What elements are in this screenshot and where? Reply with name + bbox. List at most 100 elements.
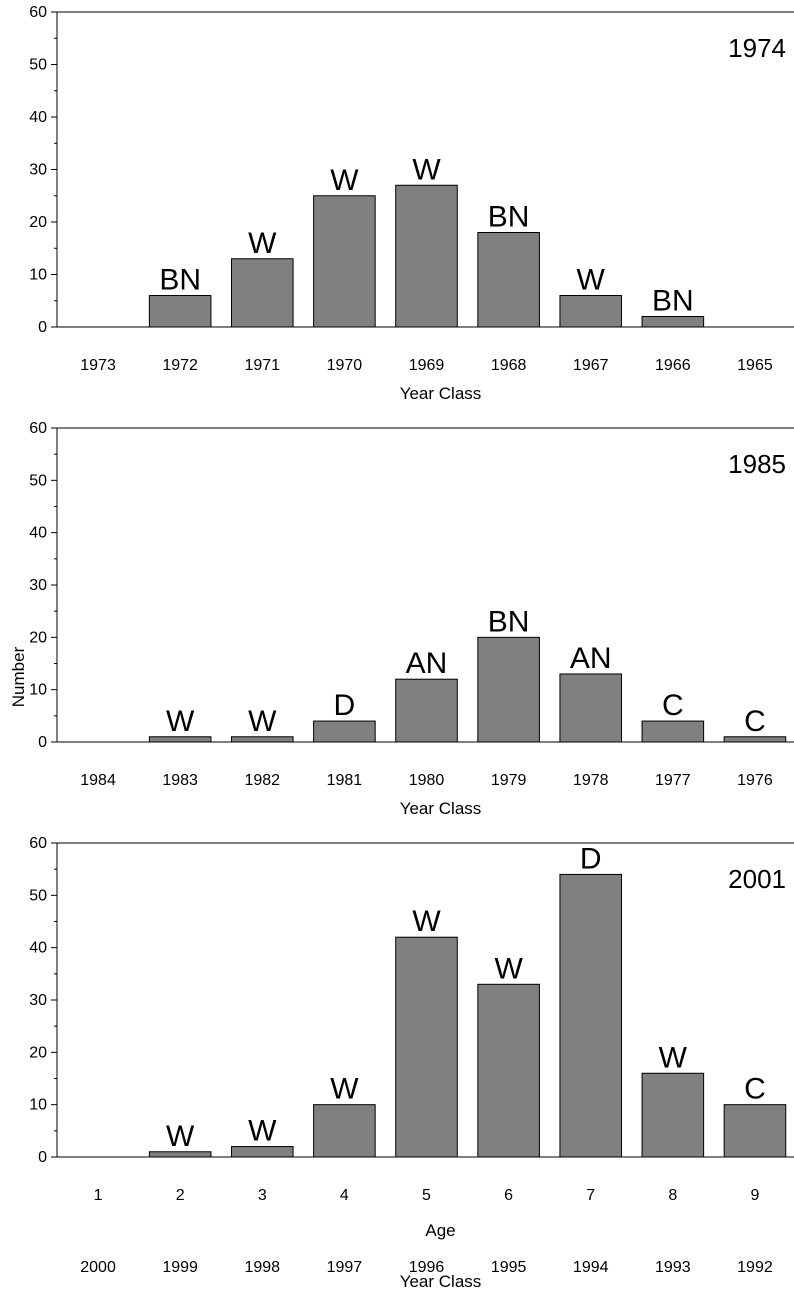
x-tick-label-year-class: 1992 xyxy=(737,1259,773,1276)
bar-label: W xyxy=(166,705,195,738)
x-tick-label: 1970 xyxy=(327,357,363,374)
bar xyxy=(313,720,376,743)
y-tick-label: 50 xyxy=(29,57,47,74)
y-tick-label: 10 xyxy=(29,1097,47,1114)
bar xyxy=(723,1104,787,1158)
x-axis-title: Year Class xyxy=(400,384,482,403)
x-tick-label: 1982 xyxy=(244,772,280,789)
y-tick-label: 40 xyxy=(29,940,47,957)
bar-label: W xyxy=(166,1120,195,1153)
bar xyxy=(641,316,705,328)
bar-label: W xyxy=(248,227,277,260)
x-tick-label: 2 xyxy=(176,1187,185,1204)
bar-label: W xyxy=(330,1073,359,1106)
y-tick-label: 50 xyxy=(29,472,47,489)
y-tick-label: 10 xyxy=(29,267,47,284)
bar xyxy=(477,232,540,328)
x-tick-label: 9 xyxy=(750,1187,759,1204)
y-tick-label: 20 xyxy=(29,629,47,646)
x-tick-label: 8 xyxy=(668,1187,677,1204)
bar xyxy=(723,736,787,743)
x-tick-label: 1973 xyxy=(80,357,116,374)
bar-label: W xyxy=(248,705,277,738)
y-tick-label: 20 xyxy=(29,214,47,231)
bar-label: BN xyxy=(488,201,530,234)
x-tick-label: 1971 xyxy=(244,357,280,374)
bar xyxy=(395,678,458,743)
bar-label: AN xyxy=(406,647,448,680)
y-tick-label: 0 xyxy=(38,1149,47,1166)
x-tick-label-year-class: 1995 xyxy=(491,1259,527,1276)
panel-year-label: 1974 xyxy=(728,33,786,63)
panel-year-label: 1985 xyxy=(728,449,786,479)
bar xyxy=(477,983,540,1158)
x-tick-label-year-class: 1993 xyxy=(655,1259,691,1276)
bar-label: BN xyxy=(652,285,694,318)
x-tick-label: 1969 xyxy=(409,357,445,374)
x-tick-label: 1972 xyxy=(162,357,198,374)
y-tick-label: 0 xyxy=(38,734,47,751)
panel-year-label: 2001 xyxy=(728,864,786,894)
bar xyxy=(148,1151,212,1158)
bar xyxy=(148,295,212,328)
x-axis-title: Year Class xyxy=(400,799,482,818)
bar xyxy=(641,720,705,743)
x-tick-label: 1981 xyxy=(327,772,363,789)
x-tick-label: 1967 xyxy=(573,357,609,374)
bar xyxy=(559,873,623,1158)
bar-label: C xyxy=(744,705,766,738)
x-tick-label: 1966 xyxy=(655,357,691,374)
x-tick-label: 1977 xyxy=(655,772,691,789)
bar xyxy=(230,736,294,743)
bar xyxy=(313,195,376,328)
x-tick-label: 1983 xyxy=(162,772,198,789)
x-tick-label-year-class: 1994 xyxy=(573,1259,609,1276)
bar-label: D xyxy=(580,842,602,875)
y-tick-label: 60 xyxy=(29,420,47,437)
bar-label: W xyxy=(659,1041,688,1074)
bar-label: W xyxy=(577,264,606,297)
x-tick-label: 1968 xyxy=(491,357,527,374)
bar xyxy=(313,1104,376,1158)
x-tick-label-year-class: 2000 xyxy=(80,1259,116,1276)
x-tick-label: 4 xyxy=(340,1187,349,1204)
y-tick-label: 30 xyxy=(29,992,47,1009)
bar-label: D xyxy=(334,689,356,722)
x-tick-label: 1978 xyxy=(573,772,609,789)
bar xyxy=(230,1146,294,1158)
x-tick-label: 1976 xyxy=(737,772,773,789)
y-tick-label: 50 xyxy=(29,887,47,904)
y-tick-label: 60 xyxy=(29,4,47,21)
y-tick-label: 30 xyxy=(29,162,47,179)
y-axis-title: Number xyxy=(9,646,28,707)
x-tick-label: 5 xyxy=(422,1187,431,1204)
x-tick-label: 1980 xyxy=(409,772,445,789)
x-tick-label-year-class: 1996 xyxy=(409,1259,445,1276)
x-tick-label: 7 xyxy=(586,1187,595,1204)
x-axis-title-year-class: Year Class xyxy=(400,1272,482,1291)
bar xyxy=(641,1072,705,1158)
bar xyxy=(395,184,458,328)
y-tick-label: 40 xyxy=(29,525,47,542)
x-axis-title: Age xyxy=(425,1221,455,1240)
bar-label: W xyxy=(412,905,441,938)
x-tick-label: 1965 xyxy=(737,357,773,374)
bar-label: BN xyxy=(159,264,201,297)
bar xyxy=(230,258,294,328)
bar-label: W xyxy=(412,153,441,186)
bar xyxy=(148,736,212,743)
bar xyxy=(395,936,458,1158)
bar-label: W xyxy=(330,164,359,197)
y-tick-label: 30 xyxy=(29,577,47,594)
x-tick-label-year-class: 1998 xyxy=(244,1259,280,1276)
x-tick-label-year-class: 1997 xyxy=(327,1259,363,1276)
bar xyxy=(477,636,540,743)
bar-label: C xyxy=(744,1073,766,1106)
bar-label: W xyxy=(494,952,523,985)
bar-label: C xyxy=(662,689,684,722)
y-tick-label: 60 xyxy=(29,835,47,852)
y-tick-label: 20 xyxy=(29,1044,47,1061)
x-tick-label-year-class: 1999 xyxy=(162,1259,198,1276)
x-tick-label: 6 xyxy=(504,1187,513,1204)
